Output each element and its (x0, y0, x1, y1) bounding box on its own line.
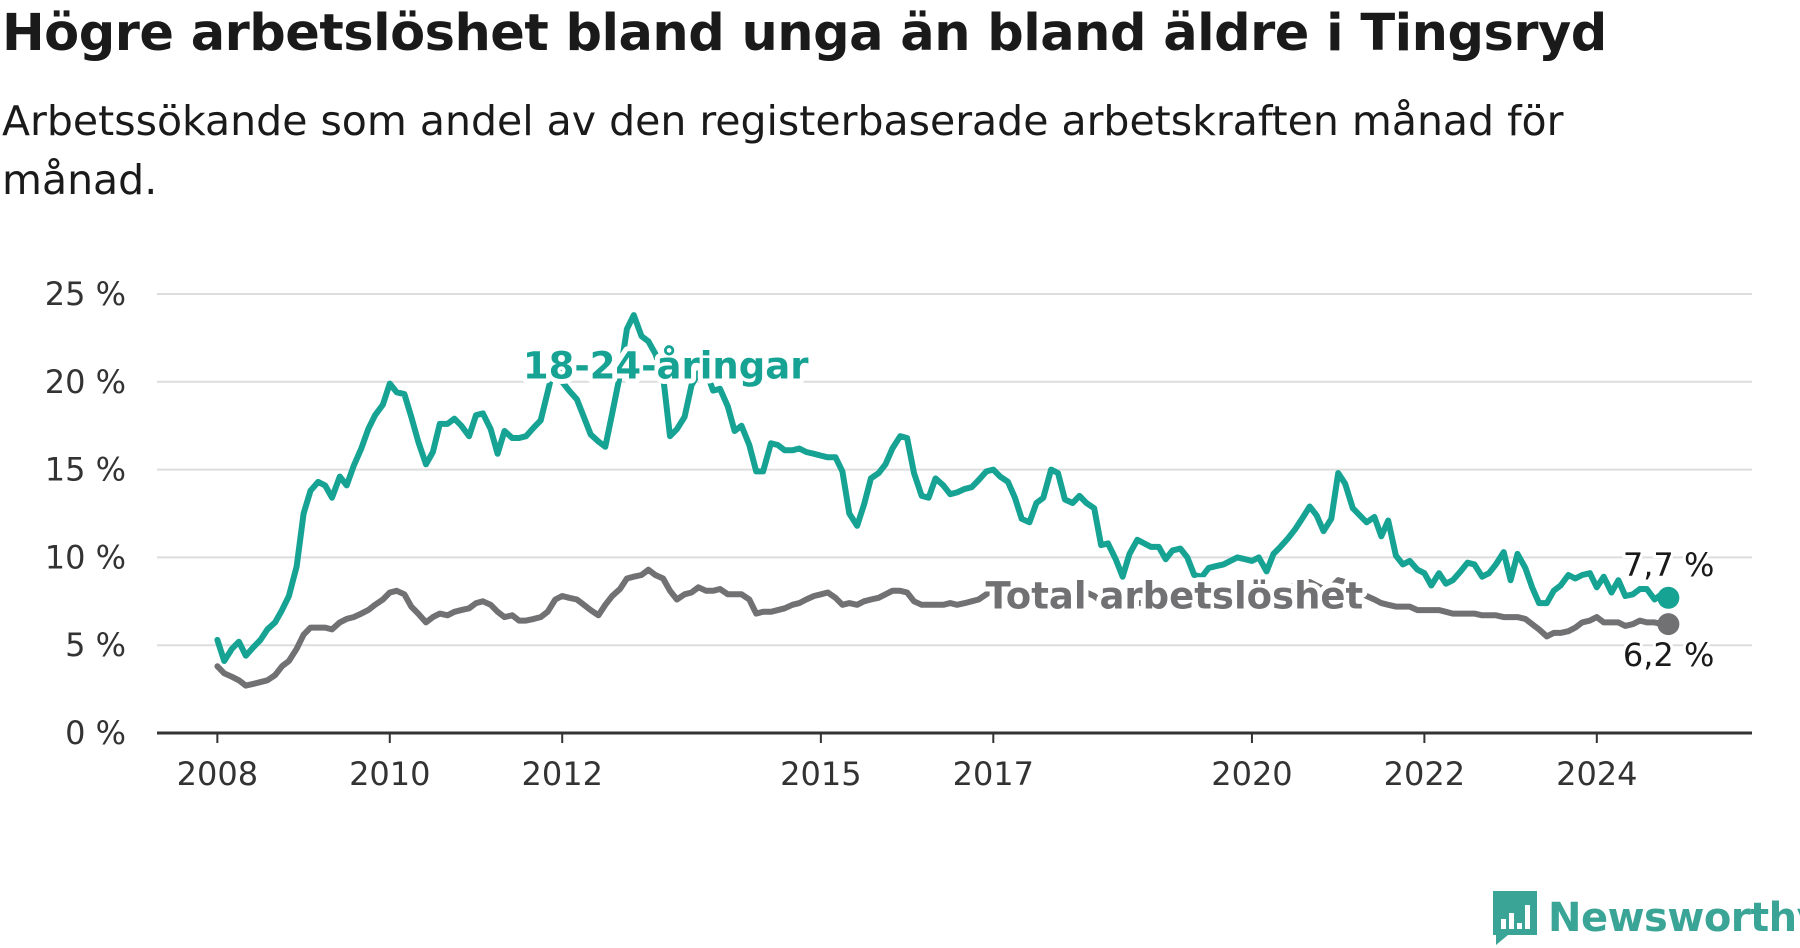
series-end-point (1657, 586, 1680, 609)
y-tick-label: 0 % (65, 714, 126, 752)
brand-name: Newsworthy (1548, 895, 1800, 941)
y-tick-label: 10 % (45, 538, 126, 576)
x-tick-label: 2008 (177, 755, 258, 793)
series-labels: 18-24-åringar Total arbetslöshet 7,7 % 6,2 … (518, 339, 1718, 677)
series-end-point (1657, 613, 1680, 636)
series-label: 18-24-åringar (523, 344, 809, 387)
grid-lines (157, 293, 1752, 647)
x-tick-label: 2012 (521, 755, 602, 793)
x-tick-label: 2010 (349, 755, 430, 793)
y-tick-label: 5 % (65, 626, 126, 664)
series-line (214, 312, 1672, 664)
x-tick-label: 2020 (1211, 755, 1292, 793)
y-tick-label: 20 % (45, 363, 126, 401)
y-axis-ticks: 0 % 5 % 10 % 15 % 20 % 25 % (45, 275, 126, 752)
chart-subtitle: Arbetssökande som andel av den registerb… (2, 97, 1564, 204)
chart-title: Högre arbetslöshet bland unga än bland ä… (2, 4, 1607, 63)
series-end-label: 7,7 % (1623, 546, 1714, 584)
x-tick-label: 2024 (1556, 755, 1637, 793)
newsworthy-logo-icon (1493, 891, 1537, 945)
series-lines (214, 312, 1680, 689)
series-end-label: 6,2 % (1623, 636, 1714, 674)
x-tick-label: 2022 (1384, 755, 1465, 793)
series-label: Total arbetslöshet (985, 574, 1363, 617)
x-tick-label: 2017 (953, 755, 1034, 793)
brand: Newsworthy (1490, 888, 1800, 948)
series-line (214, 566, 1672, 689)
y-tick-label: 15 % (45, 451, 126, 489)
x-tick-label: 2015 (780, 755, 861, 793)
x-axis: 2008 2010 2012 2015 2017 2020 2022 2024 (157, 731, 1752, 793)
y-tick-label: 25 % (45, 275, 126, 313)
